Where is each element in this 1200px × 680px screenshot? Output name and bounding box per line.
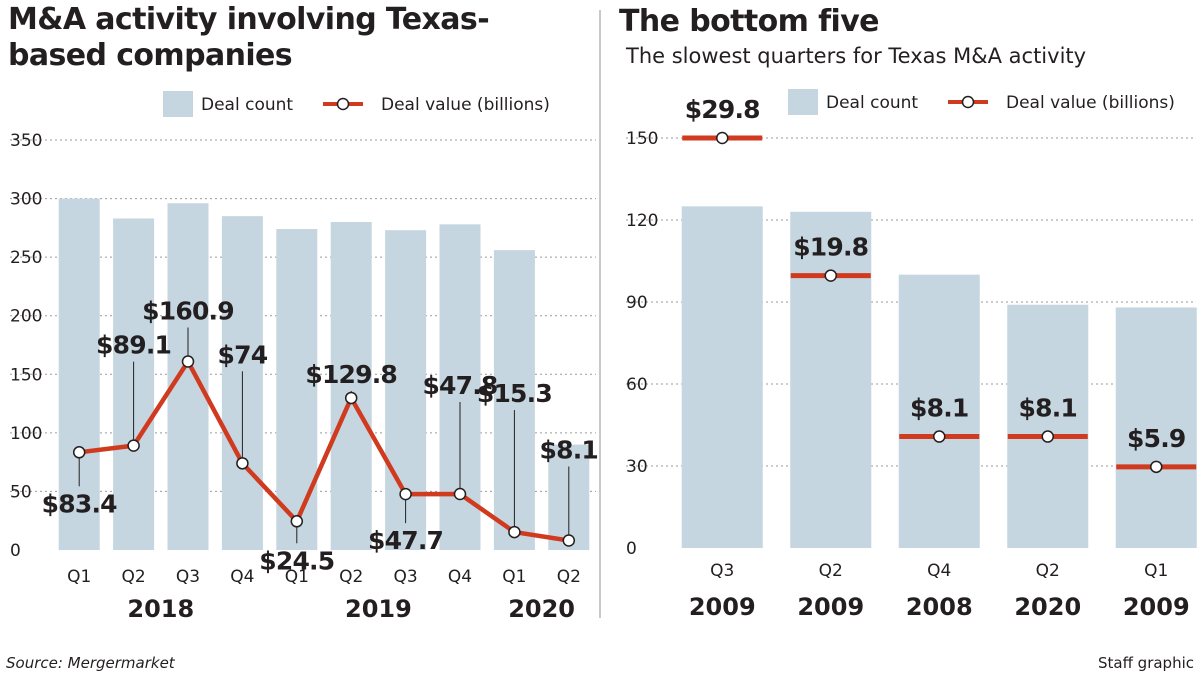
right-y-tick-label: 60 [626,375,648,395]
left-y-tick-label: 0 [10,541,21,561]
left-value-point [290,515,304,528]
left-x-tick-label: Q1 [285,567,309,587]
left-y-tick-label: 100 [10,424,42,444]
right-legend-bar-swatch [788,89,818,115]
left-year-label: 2018 [127,595,194,623]
left-year-label: 2019 [345,595,412,623]
right-y-tick-label: 90 [626,293,648,313]
left-value-point [181,355,195,368]
right-year-label: 2009 [689,593,756,621]
right-data-label: $8.1 [1019,394,1077,423]
right-chart-title: The bottom five [619,4,880,39]
right-x-tick-label: Q2 [1036,561,1060,581]
left-value-point [562,534,576,547]
right-y-tick-label: 30 [626,457,648,477]
right-chart-subtitle: The slowest quarters for Texas M&A activ… [626,44,1087,68]
left-x-tick-label: Q2 [557,567,581,587]
right-bar [681,206,763,549]
left-data-label: $15.3 [477,379,552,408]
left-y-tick-label: 300 [10,190,42,210]
right-year-label: 2009 [1123,593,1190,621]
right-bar [790,211,872,549]
left-y-tick-label: 350 [10,131,42,151]
left-data-label: $47.8 [422,371,497,400]
right-legend-bar-label: Deal count [826,93,918,113]
right-value-point [933,430,946,443]
right-legend-line-label: Deal value (billions) [1006,93,1175,113]
left-x-tick-label: Q2 [121,567,145,587]
left-data-label: $74 [218,340,268,369]
left-data-label: $129.8 [305,360,397,389]
left-y-tick-label: 50 [10,482,32,502]
left-x-tick-label: Q4 [448,567,472,587]
right-data-label: $5.9 [1127,424,1185,453]
right-bar [1007,304,1089,548]
left-x-tick-label: Q3 [176,567,200,587]
left-legend-marker [336,97,350,111]
left-bar [167,203,209,550]
right-value-point [1150,460,1163,474]
right-x-tick-label: Q1 [1144,561,1168,581]
right-data-label: $8.1 [910,394,968,423]
left-x-tick-label: Q3 [393,567,417,587]
right-x-tick-label: Q4 [927,561,951,581]
right-y-tick-label: 0 [626,539,637,559]
left-value-point [127,439,140,452]
left-data-label: $47.7 [368,526,443,555]
left-value-point [399,487,412,501]
left-data-label: $89.1 [96,331,171,360]
left-data-label: $83.4 [42,489,117,518]
left-chart-title: M&A activity involving Texas-based compa… [8,2,490,73]
left-legend-line-label: Deal value (billions) [381,95,550,115]
left-value-line [78,359,570,543]
left-x-tick-label: Q1 [67,567,91,587]
right-value-point [1041,430,1054,443]
left-value-point [453,487,467,501]
right-year-label: 2008 [906,593,973,621]
left-x-tick-label: Q2 [339,567,363,587]
left-bar [58,198,100,551]
right-value-point [824,269,837,282]
right-year-label: 2020 [1014,593,1081,621]
left-y-tick-label: 250 [10,248,42,268]
right-y-tick-label: 120 [626,211,658,231]
right-data-label: $29.8 [685,95,760,124]
right-x-tick-label: Q2 [819,561,843,581]
left-value-point [236,457,249,470]
right-value-point [716,131,729,145]
source-note: Source: Mergermarket [6,654,175,672]
right-y-tick-label: 150 [626,129,658,149]
right-x-tick-label: Q3 [710,561,734,581]
right-data-label: $19.8 [793,233,868,262]
left-legend-bar-label: Deal count [201,95,293,115]
right-year-label: 2009 [797,593,864,621]
left-y-tick-label: 150 [10,365,42,385]
left-year-label: 2020 [508,595,575,623]
credit-note: Staff graphic [1097,654,1194,672]
left-bar [276,229,318,550]
right-legend-marker [961,95,975,109]
right-bar [898,274,980,548]
left-data-label: $24.5 [259,546,334,575]
left-x-tick-label: Q1 [502,567,526,587]
left-value-point [72,446,86,459]
left-value-point [344,391,358,405]
left-y-tick-label: 200 [10,307,42,327]
left-data-label: $160.9 [142,297,234,326]
left-value-point [508,525,521,539]
left-data-label: $8.1 [540,436,598,465]
left-x-tick-label: Q4 [230,567,254,587]
right-bar [1115,307,1197,548]
left-bar [330,222,372,550]
left-legend-bar-swatch [163,91,193,117]
